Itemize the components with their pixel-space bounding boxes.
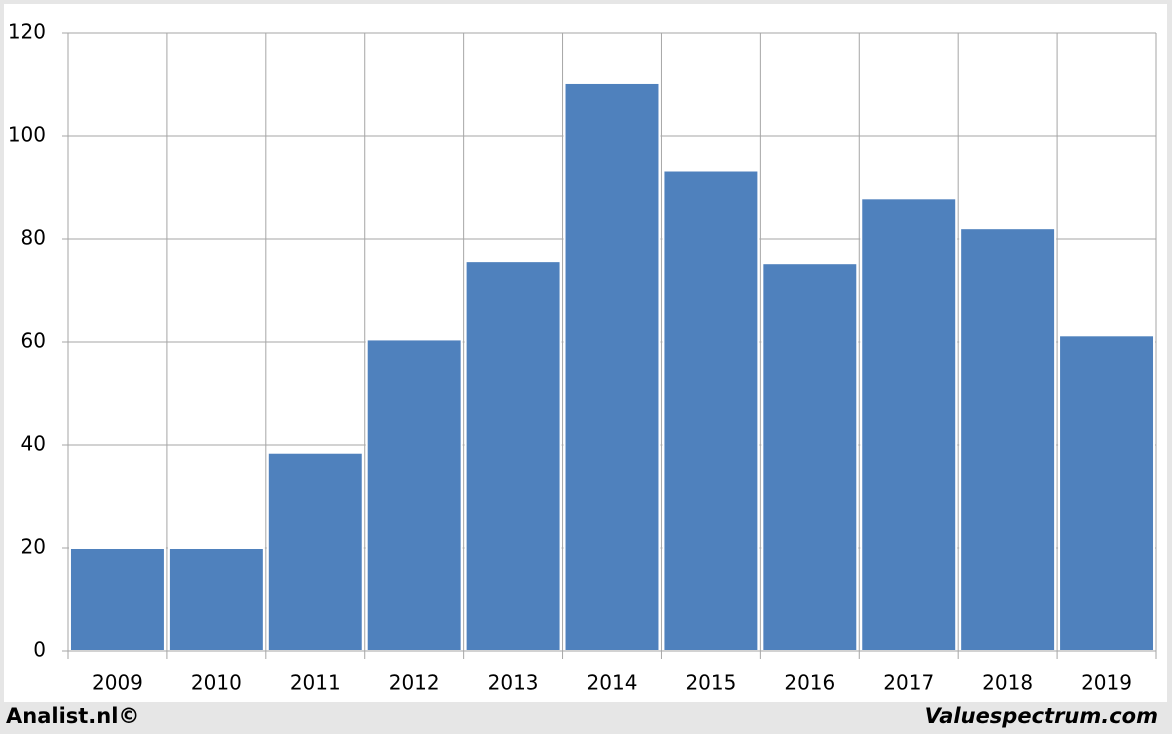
y-tick-label: 20 <box>21 535 46 559</box>
x-tick-label: 2012 <box>389 671 440 695</box>
x-tick-label: 2015 <box>685 671 736 695</box>
y-tick-label: 100 <box>8 123 46 147</box>
bar <box>563 81 661 652</box>
bar <box>860 197 958 652</box>
bar <box>761 262 859 652</box>
bar <box>1058 334 1156 652</box>
y-tick-label: 0 <box>33 638 46 662</box>
x-tick-label: 2018 <box>982 671 1033 695</box>
x-tick-label: 2014 <box>587 671 638 695</box>
x-tick-label: 2019 <box>1081 671 1132 695</box>
bar <box>464 260 562 652</box>
bar <box>68 547 166 652</box>
y-tick-label: 60 <box>21 329 46 353</box>
x-tick-label: 2013 <box>488 671 539 695</box>
x-tick-label: 2016 <box>784 671 835 695</box>
footer-right: Valuespectrum.com <box>925 704 1158 728</box>
bar <box>662 169 760 652</box>
y-tick-label: 120 <box>8 20 46 44</box>
bar <box>266 451 364 652</box>
x-tick-label: 2010 <box>191 671 242 695</box>
x-tick-label: 2009 <box>92 671 143 695</box>
bar <box>167 547 265 652</box>
bar <box>959 227 1057 652</box>
bar <box>365 338 463 652</box>
y-tick-label: 40 <box>21 432 46 456</box>
x-tick-label: 2011 <box>290 671 341 695</box>
y-tick-label: 80 <box>21 226 46 250</box>
x-tick-label: 2017 <box>883 671 934 695</box>
footer-left: Analist.nl© <box>6 704 139 728</box>
